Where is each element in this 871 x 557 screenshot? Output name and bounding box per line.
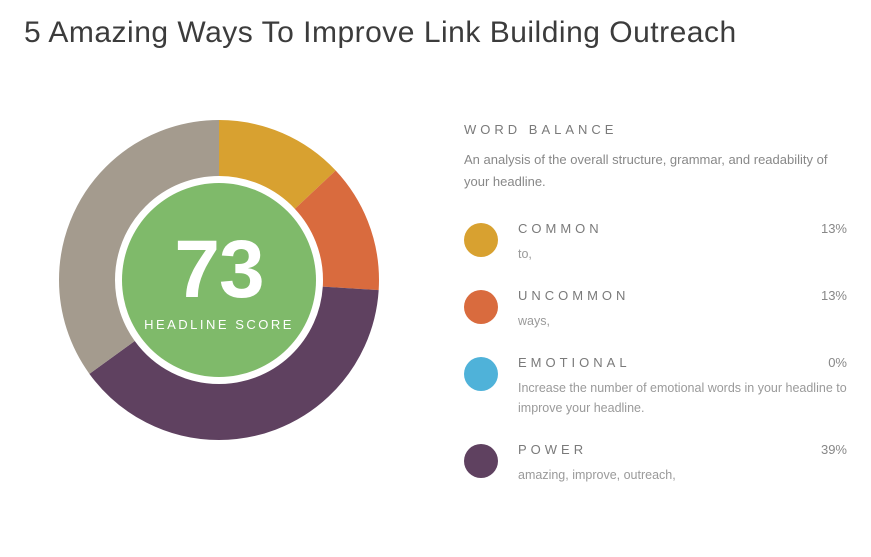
category-header: EMOTIONAL 0%	[518, 355, 847, 370]
swatch-emotional	[464, 357, 498, 391]
page: 5 Amazing Ways To Improve Link Building …	[0, 0, 871, 533]
swatch-uncommon	[464, 290, 498, 324]
word-balance-panel: WORD BALANCE An analysis of the overall …	[464, 120, 847, 509]
category-sub: amazing, improve, outreach,	[518, 465, 847, 485]
category-body: COMMON 13% to,	[518, 221, 847, 264]
category-uncommon: UNCOMMON 13% ways,	[464, 288, 847, 331]
category-body: UNCOMMON 13% ways,	[518, 288, 847, 331]
category-emotional: EMOTIONAL 0% Increase the number of emot…	[464, 355, 847, 418]
score-label: HEADLINE SCORE	[144, 317, 294, 332]
category-name: COMMON	[518, 221, 603, 236]
category-percent: 0%	[828, 355, 847, 370]
content-row: 73 HEADLINE SCORE WORD BALANCE An analys…	[24, 120, 847, 509]
category-percent: 13%	[821, 221, 847, 236]
section-description: An analysis of the overall structure, gr…	[464, 149, 847, 193]
category-sub: Increase the number of emotional words i…	[518, 378, 847, 418]
section-title: WORD BALANCE	[464, 122, 847, 137]
donut-chart: 73 HEADLINE SCORE	[59, 120, 379, 440]
category-name: EMOTIONAL	[518, 355, 631, 370]
category-power: POWER 39% amazing, improve, outreach,	[464, 442, 847, 485]
score-panel: 73 HEADLINE SCORE	[24, 120, 414, 509]
headline-title: 5 Amazing Ways To Improve Link Building …	[24, 16, 847, 50]
category-percent: 13%	[821, 288, 847, 303]
category-body: POWER 39% amazing, improve, outreach,	[518, 442, 847, 485]
swatch-power	[464, 444, 498, 478]
category-body: EMOTIONAL 0% Increase the number of emot…	[518, 355, 847, 418]
category-name: POWER	[518, 442, 587, 457]
category-header: UNCOMMON 13%	[518, 288, 847, 303]
category-common: COMMON 13% to,	[464, 221, 847, 264]
category-sub: to,	[518, 244, 847, 264]
score-center: 73 HEADLINE SCORE	[122, 183, 316, 377]
score-value: 73	[174, 229, 263, 311]
swatch-common	[464, 223, 498, 257]
category-sub: ways,	[518, 311, 847, 331]
category-header: COMMON 13%	[518, 221, 847, 236]
category-name: UNCOMMON	[518, 288, 629, 303]
category-header: POWER 39%	[518, 442, 847, 457]
category-percent: 39%	[821, 442, 847, 457]
